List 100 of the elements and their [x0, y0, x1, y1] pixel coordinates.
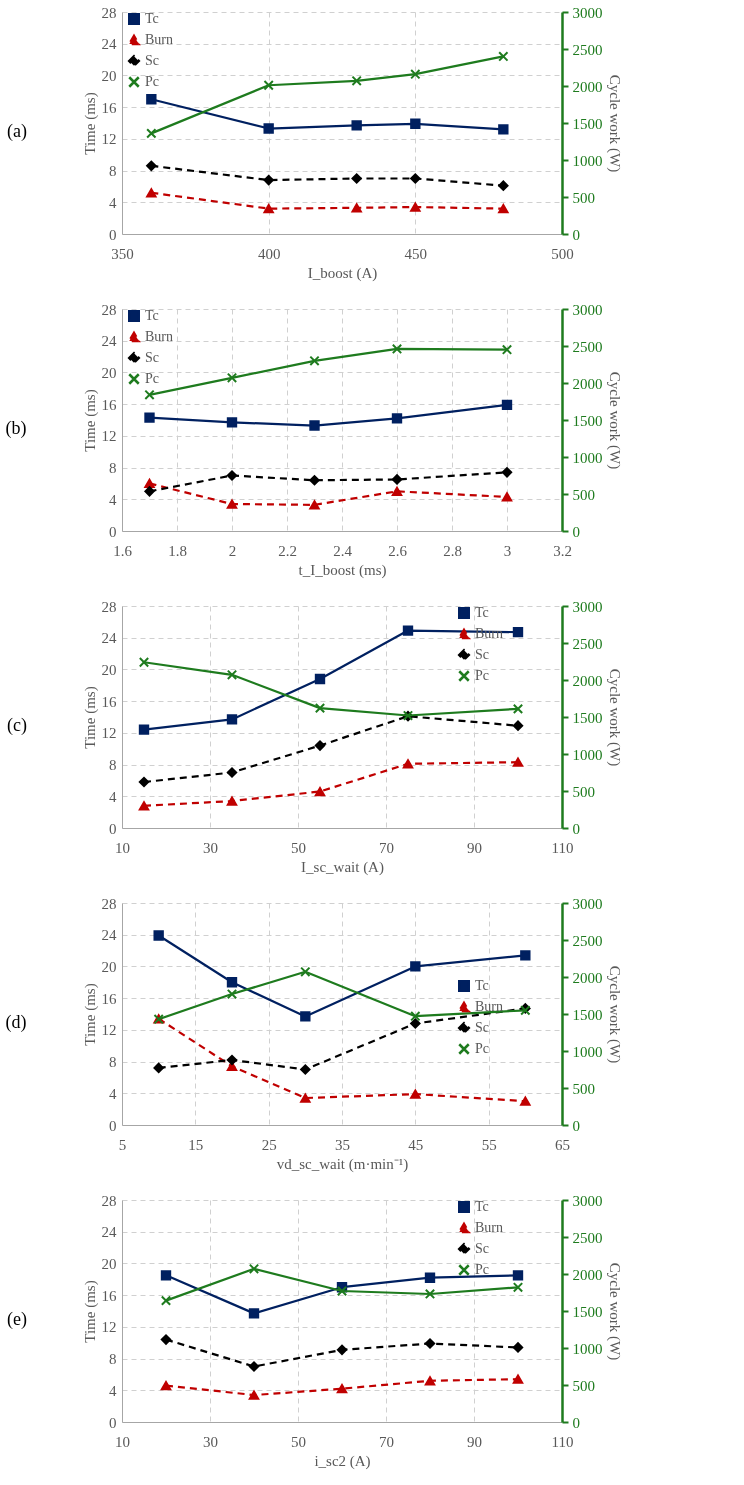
legend-label: Pc	[475, 1041, 489, 1056]
y-tick-label: 16	[101, 990, 117, 1007]
x-tick-label: 3	[503, 542, 512, 559]
text: (d)	[5, 1012, 27, 1033]
y-tick-label: 20	[101, 661, 117, 678]
legend-label: Tc	[475, 1199, 489, 1214]
x-tick-label: 3.2	[553, 542, 572, 559]
y2-tick-label: 2000	[572, 375, 603, 392]
x-tick-label: 25	[261, 1136, 277, 1153]
x-tick-label: 400	[257, 245, 281, 262]
y-tick-label: 0	[109, 820, 117, 837]
x-tick-label: 2.2	[278, 542, 297, 559]
y2-tick-label: 1000	[572, 1043, 603, 1060]
y-tick-label: 8	[109, 757, 117, 774]
y2-tick-label: 500	[572, 783, 595, 800]
y2-tick-label: 1500	[572, 115, 603, 132]
y2-axis-title: Cycle work (W)	[605, 965, 623, 1064]
y-tick-label: 12	[101, 725, 117, 742]
y2-axis-title: Cycle work (W)	[605, 371, 623, 470]
y-axis-title: Time (ms)	[81, 1280, 99, 1343]
y2-tick-label: 500	[572, 1080, 595, 1097]
y-tick-label: 16	[101, 1287, 117, 1304]
y-tick-label: 28	[101, 598, 117, 615]
legend-label: Tc	[475, 978, 489, 993]
y-tick-label: 0	[109, 1117, 117, 1134]
x-tick-label: 50	[291, 839, 306, 856]
y-tick-label: 0	[109, 1414, 117, 1431]
y2-tick-label: 0	[572, 226, 580, 243]
x-tick-label: 30	[203, 1433, 218, 1450]
legend-label: Pc	[145, 371, 159, 386]
y2-tick-label: 3000	[572, 895, 603, 912]
y-tick-label: 0	[109, 226, 117, 243]
x-tick-label: 2.8	[443, 542, 462, 559]
x-tick-label: 55	[481, 1136, 497, 1153]
x-axis-title: i_sc2 (A)	[314, 1452, 371, 1470]
y-tick-label: 16	[101, 99, 117, 116]
x-tick-label: 350	[111, 245, 134, 262]
legend-label: Burn	[145, 329, 173, 344]
y2-tick-label: 0	[572, 1117, 580, 1134]
legend-label: Tc	[145, 11, 159, 26]
y-tick-label: 28	[101, 4, 117, 21]
y-axis-title: Time (ms)	[81, 389, 99, 452]
x-tick-label: 2.6	[388, 542, 408, 559]
x-tick-label: 45	[408, 1136, 424, 1153]
legend-label: Sc	[475, 647, 489, 662]
legend-label: Pc	[475, 1262, 489, 1277]
x-axis-title: vd_sc_wait (m·min⁻¹)	[276, 1155, 409, 1173]
x-tick-label: 35	[335, 1136, 350, 1153]
legend-label: Sc	[145, 350, 159, 365]
x-tick-label: 500	[551, 245, 574, 262]
x-tick-label: 30	[203, 839, 218, 856]
x-tick-label: 10	[115, 1433, 130, 1450]
y2-tick-label: 1500	[572, 709, 603, 726]
y-tick-label: 12	[101, 1022, 117, 1039]
x-axis-title: I_sc_wait (A)	[301, 858, 384, 876]
y2-tick-label: 3000	[572, 1192, 603, 1209]
legend-label: Sc	[475, 1241, 489, 1256]
legend-label: Sc	[475, 1020, 489, 1035]
y2-tick-label: 1000	[572, 746, 603, 763]
legend-label: Burn	[475, 999, 503, 1014]
y2-tick-label: 2000	[572, 1266, 603, 1283]
y-tick-label: 8	[109, 1054, 117, 1071]
y2-tick-label: 2500	[572, 41, 603, 58]
x-tick-label: 70	[379, 1433, 394, 1450]
y-tick-label: 28	[101, 895, 117, 912]
y-axis-title: Time (ms)	[81, 92, 99, 155]
x-tick-label: 15	[188, 1136, 204, 1153]
x-tick-label: 50	[291, 1433, 306, 1450]
x-axis-title: t_I_boost (ms)	[298, 561, 387, 579]
y-tick-label: 20	[101, 67, 117, 84]
y-tick-label: 24	[101, 630, 117, 647]
y-tick-label: 24	[101, 333, 117, 350]
y-tick-label: 28	[101, 301, 117, 318]
y2-tick-label: 1000	[572, 449, 603, 466]
x-tick-label: 2.4	[333, 542, 353, 559]
text: (a)	[7, 121, 28, 142]
x-tick-label: 110	[551, 1433, 574, 1450]
y2-tick-label: 3000	[572, 4, 603, 21]
y-tick-label: 16	[101, 396, 117, 413]
legend-label: Tc	[475, 605, 489, 620]
y2-tick-label: 500	[572, 486, 595, 503]
x-tick-label: 1.6	[113, 542, 133, 559]
y2-tick-label: 0	[572, 523, 580, 540]
y-axis-title: Time (ms)	[81, 686, 99, 749]
x-tick-label: 1.8	[168, 542, 187, 559]
y2-tick-label: 0	[572, 820, 580, 837]
y2-tick-label: 2500	[572, 1229, 603, 1246]
x-tick-label: 70	[379, 839, 394, 856]
y2-tick-label: 1000	[572, 152, 603, 169]
y-tick-label: 24	[101, 1224, 117, 1241]
y2-tick-label: 1500	[572, 1006, 603, 1023]
y2-tick-label: 2000	[572, 672, 603, 689]
y-tick-label: 8	[109, 460, 117, 477]
text: (b)	[5, 418, 27, 439]
y-axis-title: Time (ms)	[81, 983, 99, 1046]
x-tick-label: 110	[551, 839, 574, 856]
y2-tick-label: 500	[572, 189, 595, 206]
legend-label: Pc	[145, 74, 159, 89]
y-tick-label: 4	[109, 788, 117, 805]
y2-tick-label: 3000	[572, 301, 603, 318]
